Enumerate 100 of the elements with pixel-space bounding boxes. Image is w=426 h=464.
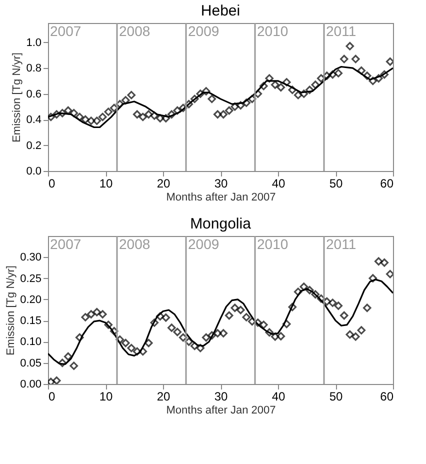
point bbox=[144, 110, 153, 119]
point bbox=[138, 112, 148, 122]
point bbox=[81, 313, 90, 322]
annotation: 2011 bbox=[326, 236, 356, 252]
point bbox=[156, 114, 164, 122]
point bbox=[340, 311, 348, 320]
y-axis-title: Emission [Tg N/yr] bbox=[5, 266, 18, 356]
point bbox=[362, 304, 372, 312]
x-tick-label: 30 bbox=[214, 176, 228, 190]
point bbox=[213, 110, 222, 119]
point bbox=[219, 110, 228, 119]
point bbox=[162, 114, 170, 122]
point bbox=[219, 329, 228, 338]
x-tick-label: 60 bbox=[380, 390, 394, 404]
x-tick-label: 20 bbox=[156, 176, 170, 190]
point bbox=[104, 108, 113, 116]
y-tick-label: 0.15 bbox=[20, 315, 42, 328]
point bbox=[242, 313, 251, 322]
point bbox=[70, 362, 78, 370]
point bbox=[316, 294, 326, 303]
point bbox=[259, 82, 268, 90]
y-tick-label: 0.4 bbox=[26, 114, 42, 126]
point bbox=[288, 86, 297, 94]
x-tick-label: 10 bbox=[99, 390, 113, 404]
annotation: 2011 bbox=[326, 23, 356, 39]
point bbox=[351, 54, 360, 64]
point bbox=[58, 108, 67, 118]
point bbox=[334, 69, 343, 78]
point bbox=[167, 110, 176, 119]
point bbox=[380, 70, 389, 79]
point bbox=[386, 57, 393, 66]
annotation: 2007 bbox=[50, 23, 82, 39]
y-tick-label: 1.0 bbox=[26, 36, 42, 49]
point bbox=[184, 100, 194, 108]
point bbox=[48, 378, 56, 384]
y-tick-label: 0.05 bbox=[20, 357, 42, 370]
point bbox=[64, 106, 72, 115]
point bbox=[110, 104, 118, 112]
annotation: 2009 bbox=[188, 236, 220, 252]
point bbox=[254, 90, 262, 98]
point bbox=[92, 308, 102, 316]
point bbox=[58, 358, 67, 368]
point bbox=[316, 74, 326, 82]
point bbox=[224, 311, 234, 320]
point bbox=[208, 331, 216, 340]
point bbox=[121, 338, 130, 348]
y-tick-label: 0.8 bbox=[26, 62, 42, 75]
point bbox=[196, 344, 205, 352]
point bbox=[346, 330, 354, 339]
point bbox=[374, 257, 383, 266]
point bbox=[322, 72, 332, 80]
chart-title: Mongolia bbox=[190, 215, 252, 232]
point bbox=[86, 310, 96, 318]
point bbox=[167, 324, 176, 332]
point bbox=[213, 329, 222, 338]
point bbox=[98, 310, 107, 318]
point bbox=[230, 304, 240, 312]
point bbox=[121, 96, 130, 104]
x-tick-label: 10 bbox=[99, 176, 113, 190]
x-axis-title: Months after Jan 2007 bbox=[166, 192, 276, 204]
y-tick-label: 0.10 bbox=[20, 336, 42, 348]
y-tick-label: 0.6 bbox=[26, 88, 42, 100]
point bbox=[265, 328, 274, 337]
chart-title: Hebei bbox=[200, 2, 240, 20]
point bbox=[208, 94, 216, 104]
point bbox=[362, 72, 372, 80]
point bbox=[282, 320, 291, 328]
annotation: 2010 bbox=[257, 236, 288, 252]
point bbox=[173, 106, 182, 115]
point bbox=[52, 110, 61, 119]
point bbox=[104, 320, 113, 329]
point bbox=[328, 298, 337, 307]
x-tick-label: 50 bbox=[329, 390, 343, 404]
point bbox=[75, 333, 84, 342]
point bbox=[294, 288, 302, 296]
point bbox=[236, 306, 245, 314]
annotation: 2008 bbox=[119, 23, 150, 39]
point bbox=[132, 347, 142, 356]
x-axis-title: Months after Jan 2007 bbox=[166, 404, 276, 416]
point bbox=[248, 94, 256, 104]
point bbox=[346, 42, 354, 50]
point bbox=[254, 318, 262, 327]
x-tick-label: 50 bbox=[329, 176, 343, 190]
y-tick-label: 0.20 bbox=[20, 294, 42, 306]
point bbox=[127, 90, 136, 100]
y-axis-title: Emission [Tg N/yr] bbox=[11, 52, 24, 142]
point bbox=[98, 112, 107, 122]
point bbox=[173, 328, 182, 336]
y-tick-label: 0.00 bbox=[20, 378, 42, 390]
point bbox=[300, 282, 308, 291]
annotation: 2008 bbox=[119, 236, 150, 252]
point bbox=[230, 102, 240, 111]
point bbox=[150, 318, 159, 327]
point bbox=[86, 116, 96, 125]
annotation: 2007 bbox=[50, 236, 82, 252]
y-tick-label: 0.30 bbox=[20, 252, 42, 264]
point bbox=[92, 116, 102, 125]
point bbox=[190, 342, 199, 350]
point bbox=[311, 80, 320, 89]
point bbox=[202, 333, 210, 342]
